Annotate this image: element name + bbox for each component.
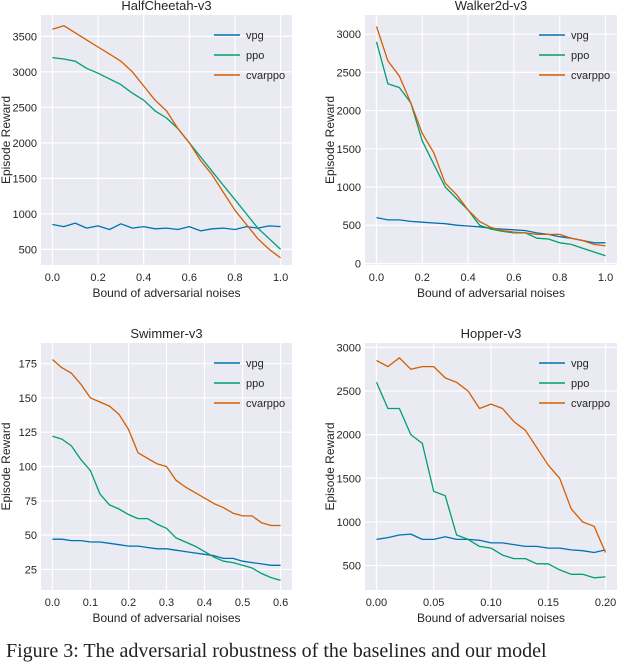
- legend-label-vpg: vpg: [571, 358, 589, 370]
- y-tick-label: 2500: [337, 67, 361, 79]
- subplot-title: Walker2d-v3: [455, 0, 527, 13]
- legend-label-cvarppo: cvarppo: [246, 70, 285, 82]
- legend-label-ppo: ppo: [246, 50, 264, 62]
- legend-label-ppo: ppo: [571, 50, 589, 62]
- series-line-ppo: [375, 382, 606, 579]
- x-tick-label: 0.15: [538, 597, 559, 609]
- y-tick-label: 500: [343, 220, 361, 232]
- legend-label-cvarppo: cvarppo: [246, 398, 285, 410]
- y-tick-label: 1000: [337, 517, 361, 529]
- x-tick-label: 0.4: [460, 272, 475, 284]
- subplot-halfcheetah-v3: 0.0 0.2 0.4 0.6 0.8 1.0 500 1000 1500 2000 2500 300…: [0, 0, 292, 300]
- legend-label-ppo: ppo: [246, 378, 264, 390]
- y-axis-label: Episode Reward: [323, 422, 337, 510]
- x-tick-label: 0.2: [90, 272, 105, 284]
- legend-label-vpg: vpg: [246, 30, 264, 42]
- x-tick-label: 0.1: [83, 597, 98, 609]
- y-tick-label: 2500: [337, 386, 361, 398]
- x-tick-label: 0.0: [45, 597, 60, 609]
- x-tick-label: 0.20: [595, 597, 616, 609]
- x-tick-label: 0.10: [480, 597, 501, 609]
- x-tick-label: 0.6: [182, 272, 197, 284]
- y-tick-label: 1500: [337, 473, 361, 485]
- y-tick-label: 1500: [13, 173, 37, 185]
- x-axis-label: Bound of adversarial noises: [417, 286, 565, 300]
- series-line-cvarppo: [375, 26, 606, 247]
- series-line-vpg: [376, 216, 606, 244]
- x-tick-label: 0.6: [273, 597, 288, 609]
- x-tick-label: 0.05: [423, 597, 444, 609]
- y-axis-label: Episode Reward: [0, 96, 13, 184]
- legend-label-vpg: vpg: [246, 358, 264, 370]
- y-tick-label: 1500: [337, 144, 361, 156]
- x-tick-label: 1.0: [273, 272, 288, 284]
- y-tick-label: 500: [19, 244, 37, 256]
- series-line-vpg: [52, 222, 281, 232]
- x-tick-label: 0.2: [121, 597, 136, 609]
- y-axis-label: Episode Reward: [0, 422, 13, 510]
- y-tick-label: 3500: [13, 31, 37, 43]
- y-tick-label: 75: [25, 496, 37, 508]
- series-line-vpg: [52, 538, 281, 566]
- y-tick-label: 2500: [13, 102, 37, 114]
- figure-caption: Figure 3: The adversarial robustness of …: [6, 640, 547, 662]
- y-axis-label: Episode Reward: [323, 96, 337, 184]
- x-axis-label: Bound of adversarial noises: [92, 286, 240, 300]
- x-tick-label: 0.0: [369, 272, 384, 284]
- legend-label-cvarppo: cvarppo: [571, 398, 610, 410]
- y-tick-label: 500: [343, 561, 361, 573]
- y-tick-label: 175: [19, 359, 37, 371]
- x-axis-label: Bound of adversarial noises: [417, 611, 565, 625]
- y-tick-label: 2000: [13, 138, 37, 150]
- y-tick-label: 3000: [337, 29, 361, 41]
- subplot-title: Swimmer-v3: [130, 326, 202, 341]
- legend-label-vpg: vpg: [571, 30, 589, 42]
- y-tick-label: 2000: [337, 430, 361, 442]
- y-tick-label: 150: [19, 393, 37, 405]
- y-tick-label: 50: [25, 530, 37, 542]
- y-tick-label: 1000: [13, 209, 37, 221]
- plot-background: [41, 15, 292, 265]
- x-tick-label: 0.2: [415, 272, 430, 284]
- series-line-cvarppo: [52, 25, 281, 259]
- x-tick-label: 0.4: [136, 272, 151, 284]
- series-line-cvarppo: [376, 357, 607, 553]
- y-tick-label: 100: [19, 462, 37, 474]
- y-tick-label: 2000: [337, 106, 361, 118]
- y-tick-label: 125: [19, 427, 37, 439]
- x-tick-label: 0.3: [159, 597, 174, 609]
- y-tick-label: 1000: [337, 182, 361, 194]
- series-line-ppo: [52, 435, 281, 582]
- x-tick-label: 0.6: [506, 272, 521, 284]
- subplot-hopper-v3: 0.00 0.05 0.10 0.15 0.20 500 1000 1500 2000 2500 3…: [323, 326, 617, 625]
- series-line-cvarppo: [51, 359, 281, 527]
- y-tick-label: 3000: [13, 67, 37, 79]
- legend-label-ppo: ppo: [571, 378, 589, 390]
- legend-label-cvarppo: cvarppo: [571, 70, 610, 82]
- series-line-ppo: [375, 41, 606, 257]
- subplot-title: HalfCheetah-v3: [121, 0, 211, 13]
- y-tick-label: 3000: [337, 342, 361, 354]
- x-tick-label: 0.0: [45, 272, 60, 284]
- x-tick-label: 0.8: [227, 272, 242, 284]
- x-tick-label: 1.0: [598, 272, 613, 284]
- x-axis-label: Bound of adversarial noises: [92, 611, 240, 625]
- subplot-walker2d-v3: 0.0 0.2 0.4 0.6 0.8 1.0 0 500 1000 1500 2000 2500 30…: [323, 0, 617, 300]
- subplot-swimmer-v3: 0.0 0.1 0.2 0.3 0.4 0.5 0.6 25 50 75 100 125 150 175 v…: [0, 326, 292, 625]
- x-tick-label: 0.5: [235, 597, 250, 609]
- subplot-title: Hopper-v3: [461, 326, 522, 341]
- series-line-ppo: [52, 56, 282, 250]
- x-tick-label: 0.4: [197, 597, 212, 609]
- series-line-vpg: [376, 533, 606, 554]
- y-tick-label: 25: [25, 564, 37, 576]
- plot-background: [365, 15, 617, 265]
- x-tick-label: 0.00: [366, 597, 387, 609]
- x-tick-label: 0.8: [552, 272, 567, 284]
- y-tick-label: 0: [355, 258, 361, 270]
